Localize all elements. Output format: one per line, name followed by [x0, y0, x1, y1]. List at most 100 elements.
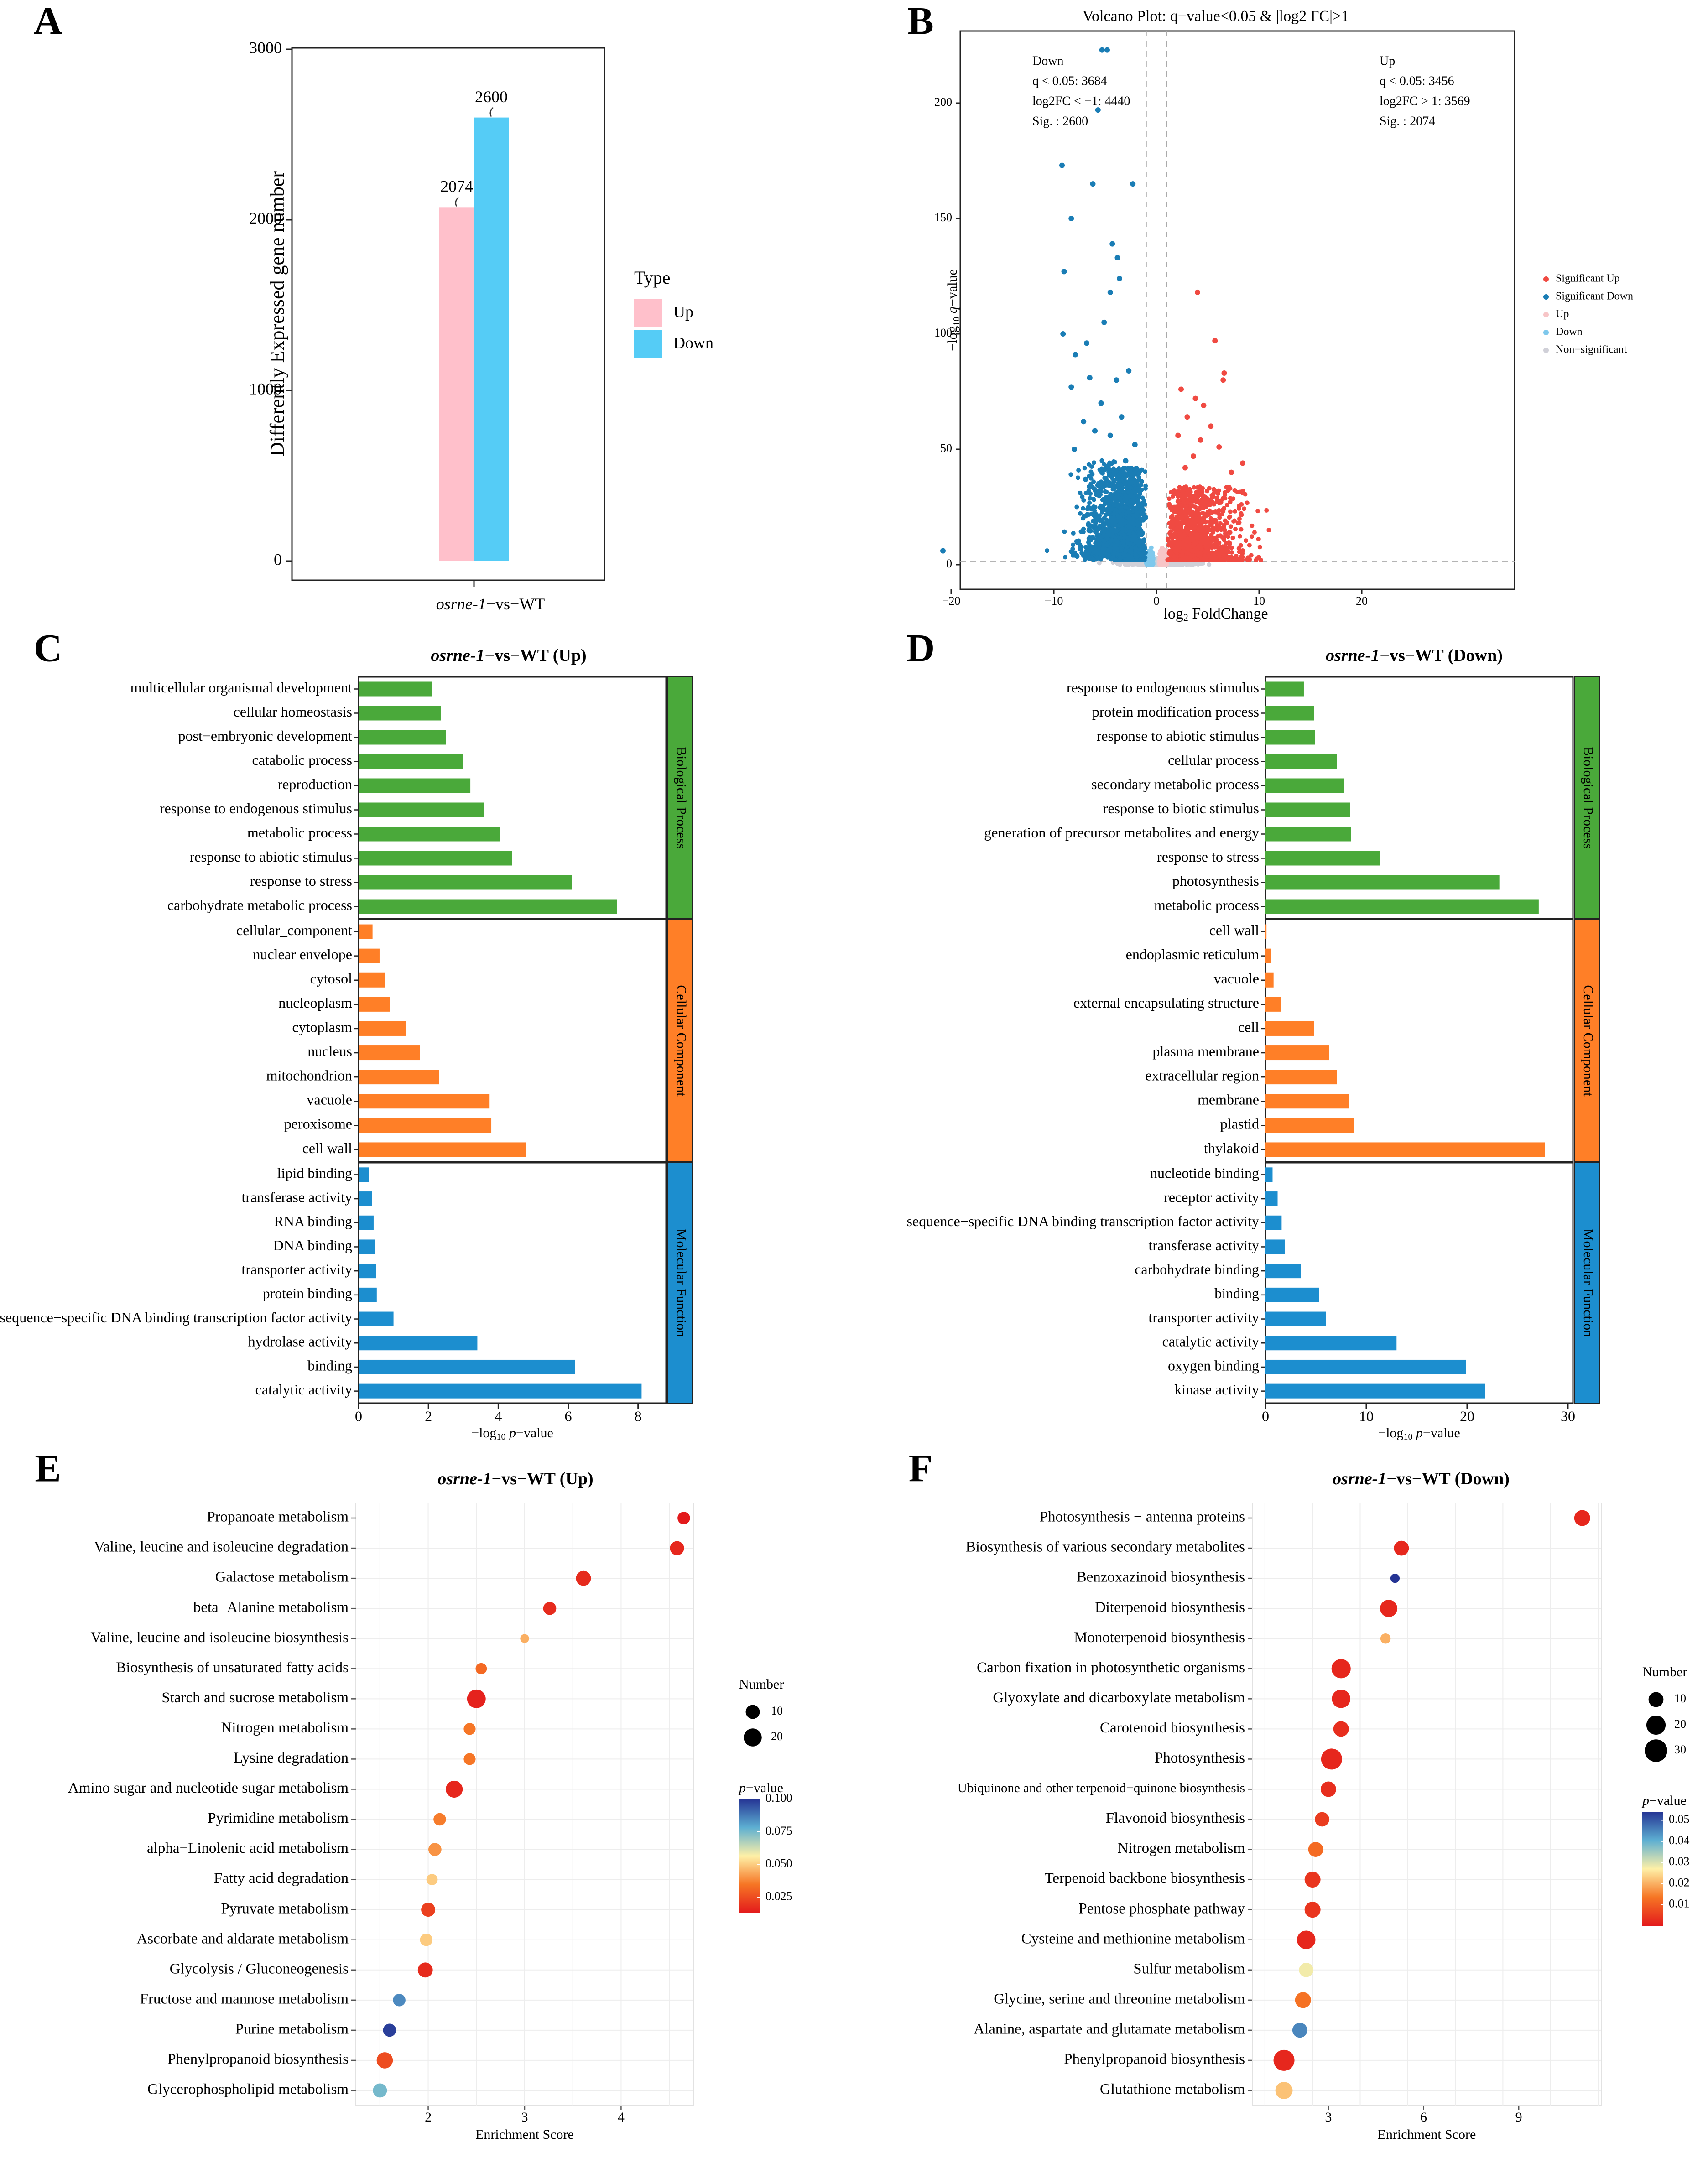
point — [1129, 546, 1134, 551]
point — [1128, 485, 1133, 490]
point — [1216, 491, 1221, 496]
point — [1194, 532, 1199, 537]
bubble — [383, 2023, 396, 2037]
size-legend-label: 20 — [771, 1730, 783, 1743]
bar — [1265, 1359, 1466, 1374]
point — [1204, 540, 1209, 545]
point — [1238, 543, 1243, 548]
bar — [359, 924, 373, 939]
bar — [1265, 730, 1315, 745]
panel-letter-B: B — [907, 0, 933, 43]
points — [940, 47, 1271, 567]
chart-title: Volcano Plot: q−value<0.05 & |log2 FC|>1 — [1083, 8, 1349, 25]
bubble — [1297, 1930, 1316, 1949]
point — [1104, 47, 1110, 53]
point — [1252, 530, 1257, 535]
category-label: Glycolysis / Gluconeogenesis — [170, 1960, 349, 1977]
category-label: Lysine degradation — [234, 1750, 349, 1766]
point — [1100, 522, 1105, 527]
category-label: Photosynthesis − antenna proteins — [1040, 1509, 1245, 1525]
point — [1133, 546, 1138, 551]
down-annotation: log2FC < −1: 4440 — [1032, 94, 1130, 108]
point — [1068, 384, 1074, 390]
y-tick-label: 0 — [946, 557, 952, 570]
point — [1196, 490, 1201, 495]
point — [1232, 488, 1237, 493]
point — [1228, 509, 1233, 514]
point — [1139, 511, 1144, 516]
point — [1133, 539, 1138, 544]
bubble — [467, 1689, 486, 1708]
legend-key — [634, 330, 662, 358]
point — [1099, 458, 1104, 463]
size-legend-key — [1648, 1692, 1664, 1707]
chart-title: osrne-1−vs−WT (Up) — [437, 1469, 593, 1488]
bar — [1265, 1287, 1319, 1302]
point — [1228, 496, 1233, 501]
point — [1102, 475, 1107, 480]
point — [1111, 511, 1116, 516]
bar — [359, 1167, 369, 1182]
x-tick-label: 2 — [425, 2110, 432, 2125]
point — [1219, 527, 1224, 532]
point — [1131, 531, 1136, 536]
category-label: Terpenoid backbone biosynthesis — [1045, 1870, 1245, 1887]
bar — [359, 972, 385, 988]
category-label: photosynthesis — [1172, 873, 1259, 889]
point — [1108, 483, 1113, 488]
size-legend-label: 20 — [1674, 1717, 1686, 1731]
point — [1059, 162, 1065, 168]
point — [1119, 548, 1124, 553]
down-annotation: Down — [1032, 54, 1063, 68]
point — [1196, 494, 1201, 499]
bar — [359, 778, 471, 793]
point — [1091, 504, 1096, 509]
point — [1132, 479, 1137, 484]
point — [1126, 471, 1131, 476]
category-label: Starch and sucrose metabolism — [161, 1690, 349, 1706]
point — [1236, 506, 1241, 511]
point — [1219, 512, 1224, 517]
point — [1215, 541, 1220, 546]
point — [1097, 561, 1102, 566]
category-label: Carbon fixation in photosynthetic organi… — [977, 1659, 1245, 1676]
bar-up — [439, 207, 474, 562]
point — [1140, 507, 1146, 512]
bubble — [1380, 1633, 1391, 1644]
point — [1120, 469, 1125, 474]
point — [1223, 518, 1228, 523]
point — [1181, 520, 1186, 525]
x-tick-label: 10 — [1253, 594, 1265, 608]
point — [1207, 562, 1212, 567]
point — [1209, 493, 1214, 498]
point — [1184, 414, 1190, 420]
point — [1138, 557, 1143, 562]
point — [1188, 495, 1193, 500]
point — [1266, 528, 1271, 533]
point — [1113, 507, 1118, 512]
point — [1092, 508, 1097, 513]
bar — [359, 1383, 642, 1399]
bar — [1265, 851, 1380, 866]
point — [1112, 486, 1117, 491]
point — [1167, 549, 1172, 554]
point — [1096, 518, 1101, 523]
category-label: cytoplasm — [292, 1019, 352, 1035]
point — [1100, 517, 1105, 522]
bubble — [376, 2052, 393, 2069]
bar — [359, 1215, 374, 1230]
bar — [359, 706, 441, 721]
bar — [1265, 827, 1351, 842]
up-annotation: Sig. : 2074 — [1380, 114, 1435, 128]
point — [1196, 544, 1201, 549]
point — [1117, 276, 1122, 281]
point — [1114, 377, 1120, 383]
point — [1197, 507, 1202, 512]
point — [1119, 489, 1124, 494]
category-label: nucleoplasm — [278, 994, 352, 1011]
category-label: Ascorbate and aldarate metabolism — [136, 1930, 349, 1947]
category-label: DNA binding — [273, 1237, 352, 1253]
category-label: metabolic process — [1154, 897, 1259, 913]
point — [1183, 525, 1188, 530]
